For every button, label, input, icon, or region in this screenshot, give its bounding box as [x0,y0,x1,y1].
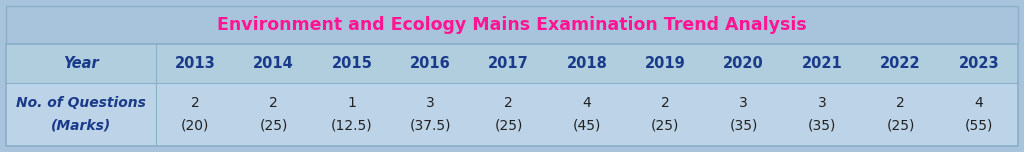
Text: 2013: 2013 [175,56,216,71]
Text: 4: 4 [583,96,592,110]
Text: 2: 2 [504,96,513,110]
Text: 3: 3 [739,96,749,110]
Text: 2020: 2020 [723,56,764,71]
Text: 2014: 2014 [253,56,294,71]
Text: (25): (25) [651,119,680,133]
Text: (35): (35) [808,119,837,133]
Text: (35): (35) [729,119,758,133]
Text: 2: 2 [269,96,278,110]
Text: 2022: 2022 [881,56,921,71]
Text: 2: 2 [660,96,670,110]
Text: 2: 2 [190,96,200,110]
Text: (Marks): (Marks) [51,119,112,133]
Text: 2019: 2019 [645,56,686,71]
Text: 2: 2 [896,96,905,110]
Text: No. of Questions: No. of Questions [16,96,146,110]
Text: 3: 3 [818,96,826,110]
Text: (20): (20) [181,119,209,133]
Text: (55): (55) [965,119,993,133]
Text: (12.5): (12.5) [331,119,373,133]
Text: (25): (25) [495,119,523,133]
Text: (37.5): (37.5) [410,119,451,133]
Text: 4: 4 [975,96,983,110]
Text: 2016: 2016 [410,56,451,71]
Text: (25): (25) [259,119,288,133]
Text: 2023: 2023 [958,56,999,71]
Text: 3: 3 [426,96,434,110]
Bar [6,6,1018,44]
Text: 2017: 2017 [488,56,529,71]
Text: Year: Year [63,56,99,71]
Text: (45): (45) [572,119,601,133]
Bar [6,44,1018,83]
Text: (25): (25) [886,119,914,133]
Text: 2021: 2021 [802,56,843,71]
Text: 2015: 2015 [332,56,373,71]
Text: 2018: 2018 [566,56,607,71]
Text: Environment and Ecology Mains Examination Trend Analysis: Environment and Ecology Mains Examinatio… [217,16,807,34]
Text: 1: 1 [347,96,356,110]
Bar [6,44,1018,146]
Bar [6,83,1018,146]
